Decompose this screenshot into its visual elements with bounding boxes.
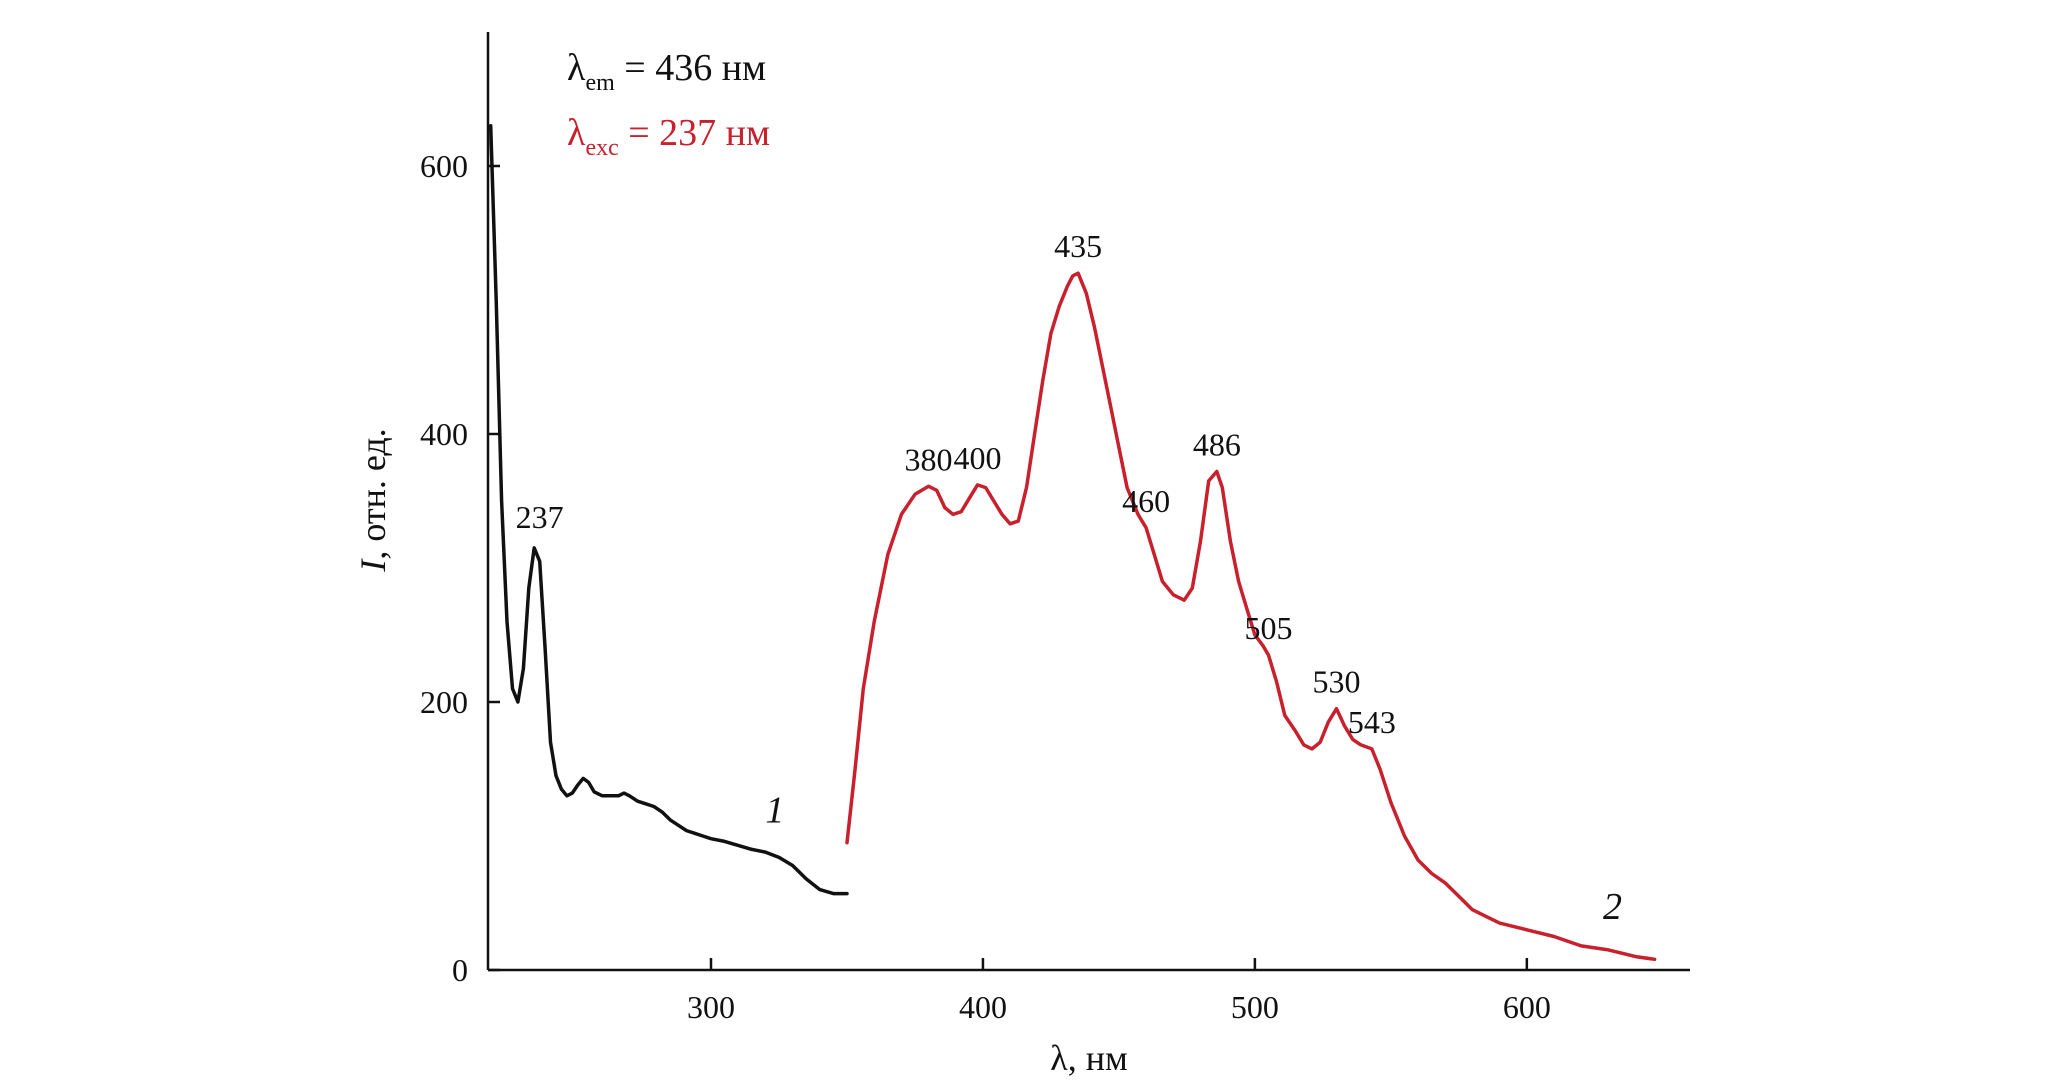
peak-label-505: 505 xyxy=(1244,610,1292,646)
x-tick-label: 600 xyxy=(1503,989,1551,1025)
y-tick-label: 400 xyxy=(420,416,468,452)
peak-label-460: 460 xyxy=(1122,483,1170,519)
peak-label-543: 543 xyxy=(1348,704,1396,740)
legend-em-sub: em xyxy=(585,70,615,96)
y-tick-label: 600 xyxy=(420,148,468,184)
legend-exc-base: λ xyxy=(567,112,586,154)
x-tick-label: 500 xyxy=(1231,989,1279,1025)
legend-exc: λexc = 237 нм xyxy=(567,112,770,161)
legend-em-rest: = 436 нм xyxy=(615,47,766,89)
y-tick-label: 0 xyxy=(452,952,468,988)
peak-label-380: 380 xyxy=(905,441,953,477)
peak-label-400: 400 xyxy=(954,440,1002,476)
y-axis-title-italic: I xyxy=(353,558,393,573)
peak-label-435: 435 xyxy=(1054,228,1102,264)
x-axis-title: λ, нм xyxy=(1050,1038,1128,1078)
peak-labels: 237 380 400 435 460 486 505 530 543 xyxy=(516,228,1396,740)
peak-label-237: 237 xyxy=(516,499,564,535)
series-2-label: 2 xyxy=(1603,886,1622,928)
series-1-line xyxy=(488,124,849,896)
legend-em-base: λ xyxy=(567,47,586,89)
x-tick-label: 400 xyxy=(959,989,1007,1025)
peak-label-486: 486 xyxy=(1193,427,1241,463)
peak-label-530: 530 xyxy=(1312,664,1360,700)
series-layer: 12 xyxy=(488,124,1657,962)
series-1-label: 1 xyxy=(765,790,784,832)
y-axis-title: I, отн. ед. xyxy=(353,428,393,572)
legend-exc-rest: = 237 нм xyxy=(619,112,770,154)
legend-exc-sub: exc xyxy=(585,135,618,161)
y-ticks: 0 200 400 600 xyxy=(420,148,500,988)
x-ticks: 300 400 500 600 xyxy=(687,958,1551,1025)
series-2-line xyxy=(845,271,1657,962)
legend-em: λem = 436 нм xyxy=(567,47,766,96)
y-tick-label: 200 xyxy=(420,684,468,720)
y-axis-title-rest: , отн. ед. xyxy=(353,428,393,559)
x-tick-label: 300 xyxy=(687,989,735,1025)
